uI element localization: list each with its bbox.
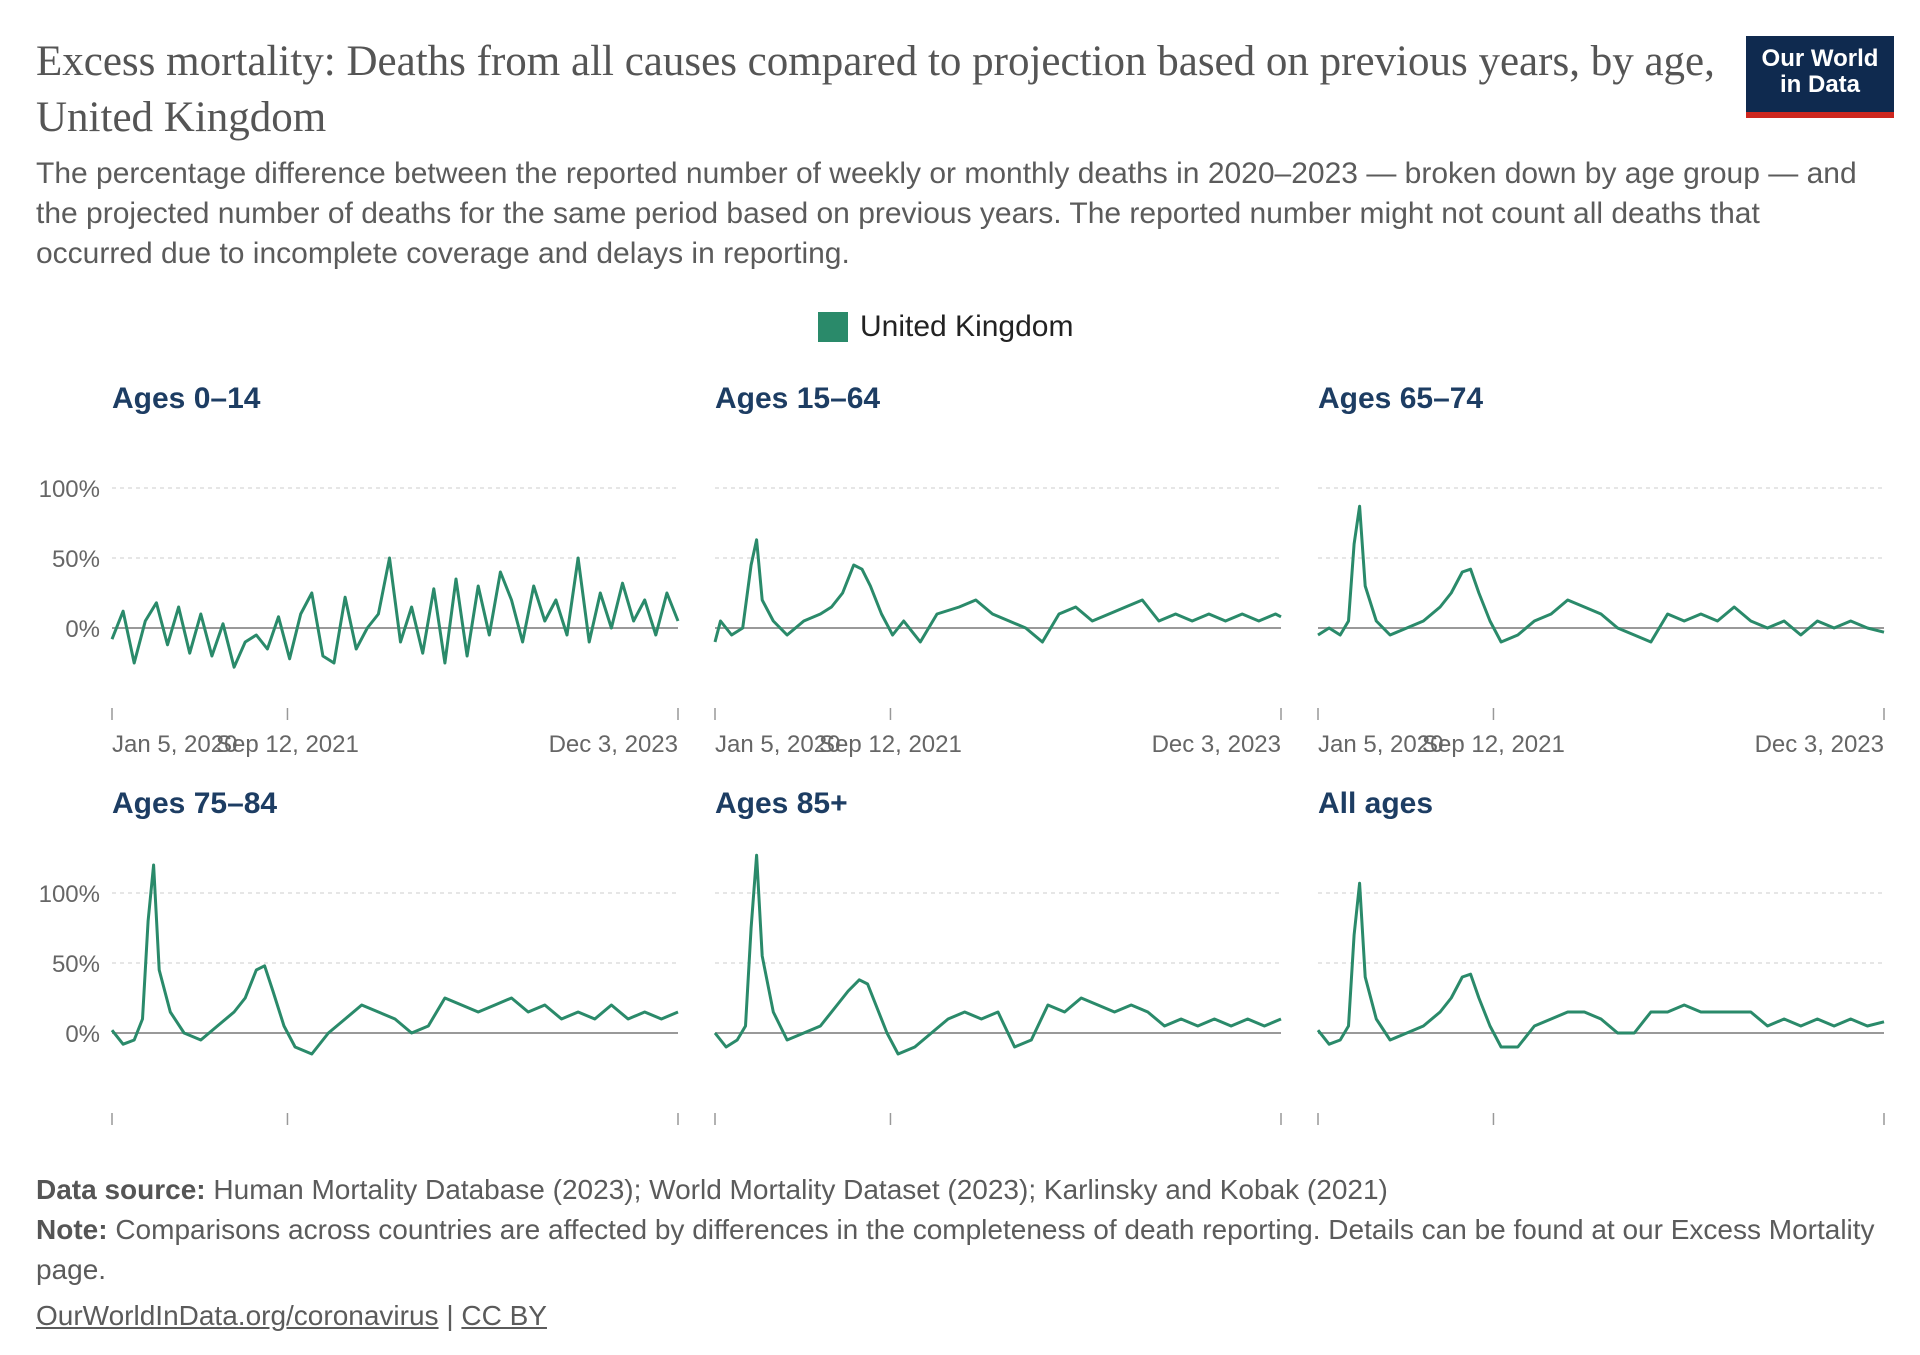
y-tick-label: 0% <box>65 616 100 643</box>
panel-title: All ages <box>1318 787 1433 820</box>
logo-line-2: in Data <box>1779 71 1860 98</box>
legend-label: United Kingdom <box>860 310 1074 343</box>
data-source: Data source: Human Mortality Database (2… <box>36 1170 1876 1210</box>
series-line-united-kingdom[interactable] <box>1316 881 1885 1049</box>
panel-title: Ages 85+ <box>715 787 848 820</box>
license-link[interactable]: CC BY <box>461 1300 547 1331</box>
panel-title: Ages 75–84 <box>112 787 277 820</box>
logo-accent-bar <box>1746 112 1894 118</box>
legend-swatch <box>818 312 848 342</box>
chart-title: Excess mortality: Deaths from all causes… <box>36 38 1715 141</box>
x-tick-label: Sep 12, 2021 <box>216 731 359 758</box>
x-tick-label: Jan 5, 2020 <box>1318 731 1443 758</box>
x-tick-label: Jan 5, 2020 <box>112 1136 237 1140</box>
owid-logo[interactable]: Our World in Data <box>1746 36 1894 118</box>
x-tick-label: Dec 3, 2023 <box>1755 1136 1884 1140</box>
series-line-united-kingdom[interactable] <box>1317 504 1885 644</box>
x-tick-label: Dec 3, 2023 <box>549 731 678 758</box>
panel-title: Ages 65–74 <box>1318 382 1483 415</box>
footer-separator: | <box>446 1300 454 1331</box>
series-line-united-kingdom[interactable] <box>713 853 1282 1056</box>
footer-links: OurWorldInData.org/coronavirus | CC BY <box>36 1296 1876 1336</box>
x-tick-label: Sep 12, 2021 <box>1422 1136 1565 1140</box>
x-tick-label: Sep 12, 2021 <box>819 1136 962 1140</box>
note-text: Comparisons across countries are affecte… <box>36 1214 1875 1285</box>
chart-subtitle: The percentage difference between the re… <box>36 157 1857 270</box>
x-tick-label: Dec 3, 2023 <box>549 1136 678 1140</box>
series-line-united-kingdom[interactable] <box>110 863 679 1056</box>
y-tick-label: 100% <box>39 881 100 908</box>
panel-title: Ages 15–64 <box>715 382 880 415</box>
y-tick-label: 0% <box>65 1021 100 1048</box>
legend[interactable]: United Kingdom <box>818 309 1073 345</box>
footer: Data source: Human Mortality Database (2… <box>36 1170 1876 1336</box>
data-source-label: Data source: <box>36 1174 206 1205</box>
x-tick-label: Jan 5, 2020 <box>715 731 840 758</box>
series-line-united-kingdom[interactable] <box>110 556 680 669</box>
x-tick-label: Dec 3, 2023 <box>1152 731 1281 758</box>
x-tick-label: Dec 3, 2023 <box>1755 731 1884 758</box>
x-tick-label: Jan 5, 2020 <box>715 1136 840 1140</box>
x-tick-label: Dec 3, 2023 <box>1152 1136 1281 1140</box>
y-tick-label: 100% <box>39 476 100 503</box>
y-tick-label: 50% <box>52 546 100 573</box>
y-tick-label: 50% <box>52 951 100 978</box>
panel-title: Ages 0–14 <box>112 382 261 415</box>
x-tick-label: Sep 12, 2021 <box>216 1136 359 1140</box>
logo-line-1: Our World <box>1761 45 1879 72</box>
x-tick-label: Sep 12, 2021 <box>1422 731 1565 758</box>
x-tick-label: Jan 5, 2020 <box>112 731 237 758</box>
data-source-text: Human Mortality Database (2023); World M… <box>213 1174 1388 1205</box>
note-label: Note: <box>36 1214 108 1245</box>
x-tick-label: Sep 12, 2021 <box>819 731 962 758</box>
x-tick-label: Jan 5, 2020 <box>1318 1136 1443 1140</box>
series-line-united-kingdom[interactable] <box>713 538 1282 644</box>
coronavirus-link[interactable]: OurWorldInData.org/coronavirus <box>36 1300 439 1331</box>
note: Note: Comparisons across countries are a… <box>36 1210 1876 1290</box>
